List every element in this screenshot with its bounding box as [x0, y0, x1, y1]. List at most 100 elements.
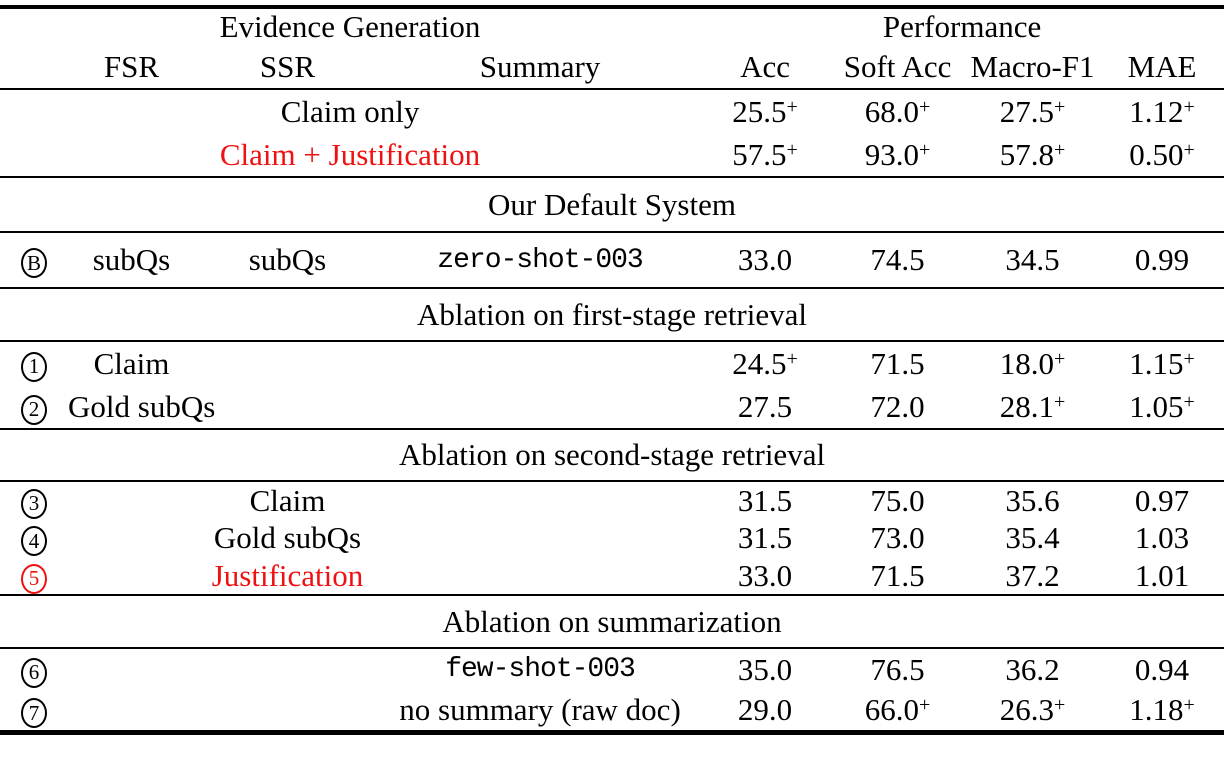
col-header-fsr: FSR [103, 48, 160, 84]
results-table: Evidence Generation Performance FSR SSR … [0, 5, 1224, 735]
significance-marker: + [1054, 694, 1066, 716]
table-row-4: 4 Gold subQs 31.5 73.0 35.4 1.03 [0, 519, 1224, 557]
cell-ssr: Gold subQs [213, 520, 362, 555]
section-title: Ablation on second-stage retrieval [0, 428, 1224, 480]
col-header-id [0, 45, 68, 88]
table-row-claim-justification: Claim + Justification 57.5+ 93.0+ 57.8+ … [0, 133, 1224, 176]
cell-ssr [195, 690, 380, 730]
significance-marker: + [786, 95, 798, 118]
header-group-row: Evidence Generation Performance [0, 9, 1224, 45]
cell-acc: 31.5 [700, 480, 831, 519]
significance-marker: + [1183, 390, 1195, 413]
significance-marker: + [1054, 138, 1066, 161]
row-id-circle-1: 1 [0, 340, 68, 385]
cell-soft-acc: 66.0+ [864, 692, 931, 727]
significance-marker: + [919, 138, 931, 161]
cell-fsr [68, 557, 195, 594]
section-title: Ablation on first-stage retrieval [0, 287, 1224, 340]
significance-marker: + [1183, 95, 1195, 118]
section-title: Ablation on summarization [0, 594, 1224, 647]
cell-mae: 1.01 [1134, 557, 1190, 593]
row-id-circle-6: 6 [0, 647, 68, 690]
cell-summary-model: zero-shot-003 [380, 231, 701, 287]
table-row-1: 1 Claim 24.5+ 71.5 18.0+ 1.15+ [0, 340, 1224, 385]
table-row-3: 3 Claim 31.5 75.0 35.6 0.97 [0, 480, 1224, 519]
col-header-soft-acc: Soft Acc [843, 48, 952, 84]
cell-mae: 1.15+ [1100, 340, 1224, 385]
column-group-evidence-generation: Evidence Generation [219, 9, 481, 44]
col-header-acc: Acc [740, 48, 790, 84]
table-row-claim-only: Claim only 25.5+ 68.0+ 27.5+ 1.12+ [0, 88, 1224, 133]
cell-summary: no summary (raw doc) [399, 692, 681, 727]
cell-summary [380, 480, 701, 519]
cell-fsr: Gold subQs [68, 388, 216, 424]
cell-acc: 35.0 [700, 647, 831, 690]
section-header-first-stage: Ablation on first-stage retrieval [0, 287, 1224, 340]
col-header-ssr: SSR [259, 48, 316, 84]
cell-mae: 1.05+ [1129, 388, 1195, 424]
cell-acc: 25.5+ [700, 88, 831, 133]
cell-soft-acc: 68.0+ [830, 88, 966, 133]
cell-macro-f1: 18.0+ [965, 340, 1101, 385]
cell-macro-f1: 26.3+ [999, 692, 1066, 727]
section-title: Our Default System [0, 176, 1224, 231]
cell-soft-acc: 93.0+ [864, 136, 931, 172]
section-header-summarization: Ablation on summarization [0, 594, 1224, 647]
table-row-2: 2 Gold subQs 27.5 72.0 28.1+ 1.05+ [0, 385, 1224, 428]
cell-ssr: Claim [195, 480, 380, 519]
cell-mae: 0.94 [1100, 647, 1224, 690]
cell-acc: 33.0 [737, 557, 793, 593]
cell-macro-f1: 34.5 [965, 231, 1101, 287]
table-row-default-system: B subQs subQs zero-shot-003 33.0 74.5 34… [0, 231, 1224, 287]
cell-acc: 31.5 [737, 520, 793, 555]
cell-soft-acc: 75.0 [830, 480, 966, 519]
significance-marker: + [1183, 347, 1195, 370]
cell-summary [380, 385, 700, 428]
cell-soft-acc: 76.5 [830, 647, 966, 690]
col-header-summary: Summary [479, 48, 601, 84]
column-group-performance: Performance [882, 9, 1042, 44]
cell-mae: 1.18+ [1129, 692, 1195, 727]
significance-marker: + [1183, 138, 1195, 161]
cell-macro-f1: 35.4 [1005, 520, 1060, 555]
table-row-5: 5 Justification 33.0 71.5 37.2 1.01 [0, 557, 1224, 594]
cell-summary-model: few-shot-003 [380, 647, 701, 690]
cell-macro-f1: 37.2 [1005, 557, 1060, 593]
cell-mae: 1.12+ [1100, 88, 1224, 133]
cell-acc: 27.5 [737, 388, 793, 424]
cell-fsr [68, 480, 195, 519]
col-header-macro-f1: Macro-F1 [970, 48, 1095, 84]
cell-macro-f1: 28.1+ [999, 388, 1066, 424]
cell-soft-acc: 72.0 [870, 388, 925, 424]
table-row-6: 6 few-shot-003 35.0 76.5 36.2 0.94 [0, 647, 1224, 690]
cell-ssr: subQs [195, 231, 380, 287]
section-header-second-stage: Ablation on second-stage retrieval [0, 428, 1224, 480]
cell-fsr [68, 519, 195, 557]
cell-macro-f1: 27.5+ [965, 88, 1101, 133]
table-row-7: 7 no summary (raw doc) 29.0 66.0+ 26.3+ … [0, 690, 1224, 730]
cell-fsr: Claim [68, 340, 195, 385]
cell-mae: 0.97 [1100, 480, 1224, 519]
cell-acc: 33.0 [700, 231, 831, 287]
significance-marker: + [919, 694, 931, 716]
significance-marker: + [786, 138, 798, 161]
cell-macro-f1: 57.8+ [999, 136, 1066, 172]
baseline-label-highlighted: Claim + Justification [219, 136, 481, 172]
cell-mae: 1.03 [1134, 520, 1190, 555]
cell-acc: 24.5+ [700, 340, 831, 385]
cell-summary [380, 519, 700, 557]
significance-marker: + [1054, 95, 1066, 118]
section-header-default-system: Our Default System [0, 176, 1224, 231]
col-header-mae: MAE [1127, 48, 1197, 84]
significance-marker: + [919, 95, 931, 118]
row-id-circle-4: 4 [0, 519, 68, 557]
row-id-circle-7: 7 [0, 690, 68, 730]
cell-acc: 57.5+ [732, 136, 798, 172]
cell-soft-acc: 73.0 [870, 520, 925, 555]
cell-macro-f1: 36.2 [965, 647, 1101, 690]
cell-fsr [68, 647, 195, 690]
cell-ssr [195, 647, 380, 690]
cell-fsr [68, 690, 195, 730]
cell-macro-f1: 35.6 [965, 480, 1101, 519]
